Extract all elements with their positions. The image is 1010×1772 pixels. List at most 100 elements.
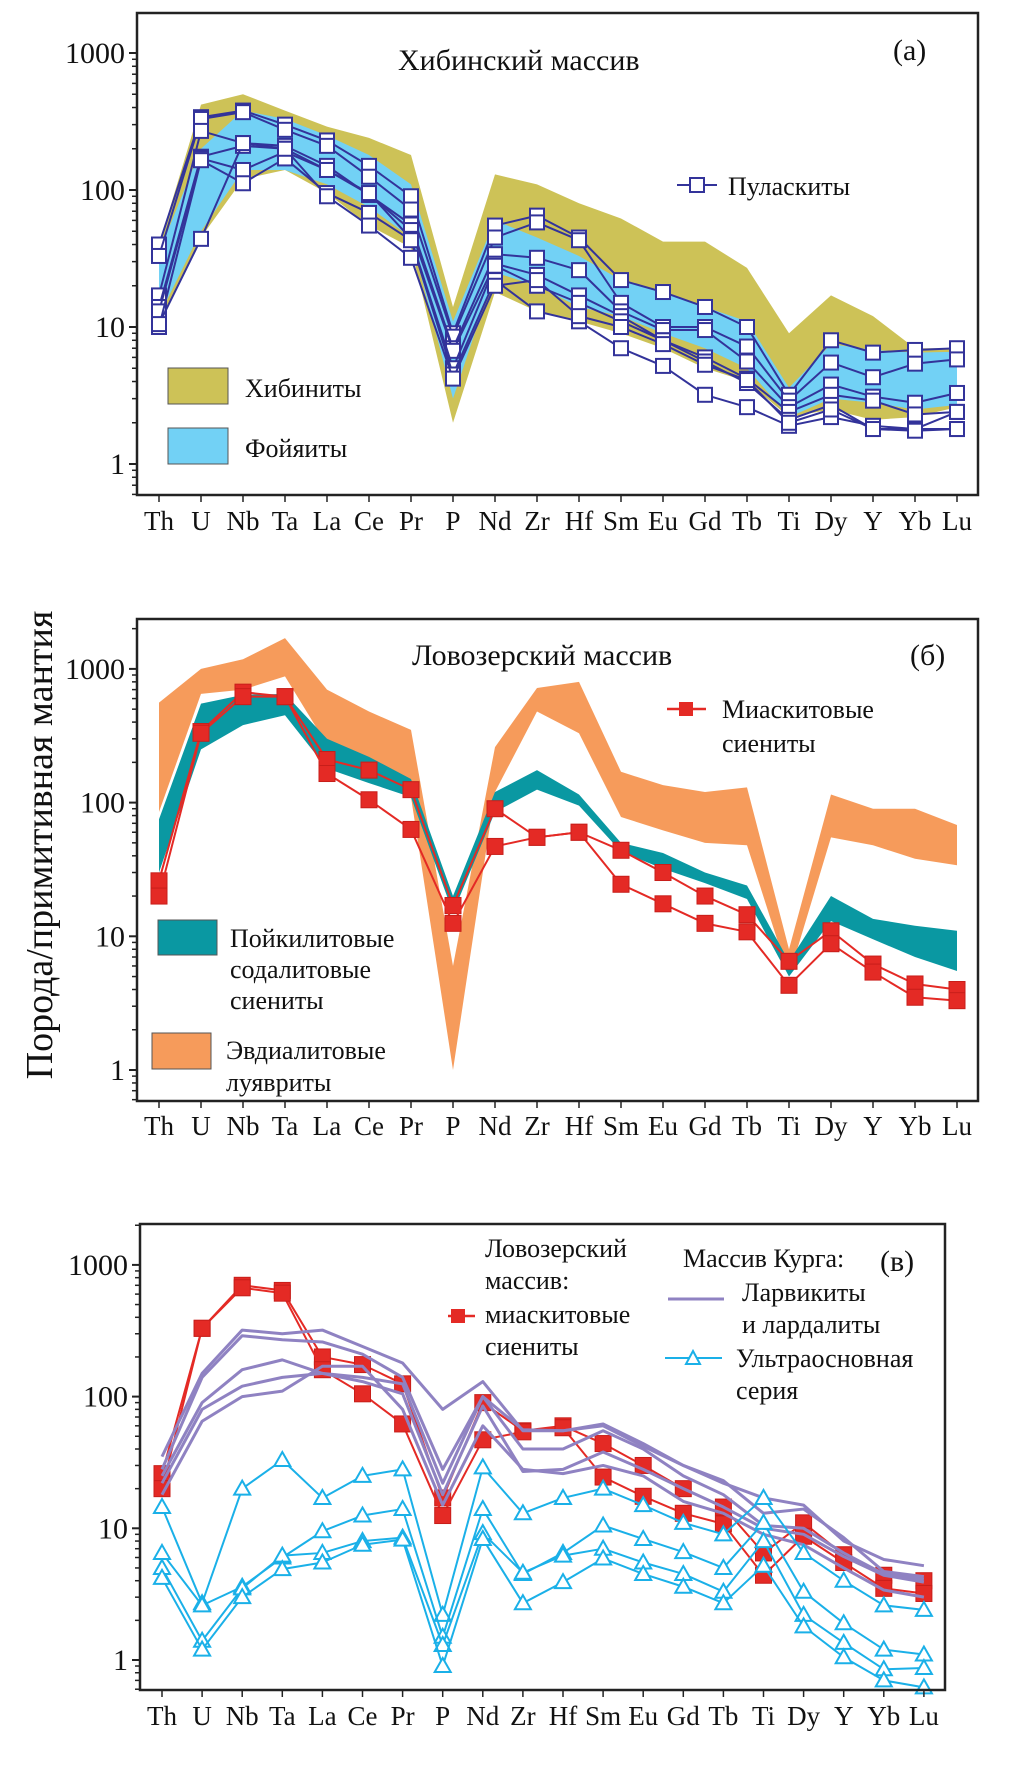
legend-larv-label-1: Ларвикиты — [742, 1278, 866, 1307]
y-tick-label: 1 — [110, 1054, 125, 1087]
x-tick-label: Zr — [524, 1111, 549, 1141]
data-point — [360, 761, 378, 779]
series-line — [160, 1371, 925, 1584]
x-tick-label: Pr — [399, 1111, 423, 1141]
data-point — [823, 401, 839, 418]
data-point — [914, 1599, 934, 1617]
data-point — [152, 1497, 172, 1515]
data-point — [570, 823, 588, 841]
x-tick-label: Lu — [942, 506, 972, 536]
data-point — [753, 1531, 774, 1549]
data-point — [553, 1545, 573, 1563]
data-point — [234, 688, 252, 706]
x-tick-label: Pr — [399, 506, 423, 536]
data-point — [612, 841, 630, 859]
data-point — [445, 370, 461, 387]
data-point — [473, 1528, 493, 1546]
data-point — [487, 277, 503, 294]
data-point — [193, 1319, 211, 1337]
legend-khibinity-label: Хибиниты — [245, 374, 362, 403]
data-point — [907, 355, 923, 372]
data-point — [151, 247, 167, 264]
x-tick-label: Tb — [708, 1701, 738, 1731]
x-tick-label: Tb — [732, 1111, 762, 1141]
x-tick-label: Ti — [752, 1701, 775, 1731]
data-point — [793, 1581, 814, 1599]
legend-evd-label-1: Эвдиалитовые — [226, 1036, 386, 1065]
x-tick-label: Nb — [226, 1701, 259, 1731]
x-tick-label: Yb — [899, 506, 932, 536]
band-1-0 — [159, 638, 957, 1070]
data-point — [915, 1584, 933, 1602]
y-tick-label: 100 — [80, 174, 125, 207]
legend-foyaity: Фойяиты — [167, 427, 347, 465]
data-point — [319, 161, 335, 178]
panel-a-title: Хибинский массив — [398, 44, 640, 77]
x-tick-label: Gd — [667, 1701, 700, 1731]
data-point — [949, 421, 965, 438]
data-point — [793, 1542, 814, 1560]
data-point — [361, 185, 377, 202]
y-axis-label: Порода/примитивная мантия — [19, 611, 61, 1080]
legend-kurga: Массив Курга: Ларвикиты и лардалиты Ульт… — [665, 1244, 913, 1405]
data-point — [673, 1576, 694, 1594]
data-point — [193, 152, 209, 169]
data-point — [529, 214, 545, 231]
data-point — [319, 137, 335, 154]
y-tick-label: 1 — [110, 448, 125, 481]
data-point — [907, 422, 923, 439]
data-point — [152, 1567, 172, 1585]
data-point — [593, 1478, 613, 1496]
data-point — [192, 1595, 212, 1613]
data-point — [273, 1284, 291, 1302]
data-point — [473, 1499, 493, 1517]
x-tick-label: Nd — [466, 1701, 499, 1731]
x-tick-label: Ti — [777, 506, 800, 536]
data-point — [673, 1542, 694, 1560]
data-point — [151, 316, 167, 333]
x-tick-label: Y — [863, 506, 883, 536]
data-point — [781, 414, 797, 431]
data-point — [713, 1524, 734, 1542]
data-point — [392, 1499, 413, 1517]
data-point — [713, 1593, 734, 1611]
series-line — [160, 1334, 925, 1579]
data-point — [352, 1505, 373, 1523]
x-tick-label: Ce — [348, 1701, 378, 1731]
y-tick-label: 1000 — [68, 1249, 128, 1282]
data-point — [318, 765, 336, 783]
x-tick-label: Hf — [565, 1111, 594, 1141]
data-point — [612, 875, 630, 893]
data-point — [833, 1570, 854, 1588]
data-point — [235, 161, 251, 178]
data-point — [529, 249, 545, 266]
x-tick-label: Zr — [524, 506, 549, 536]
data-point — [403, 249, 419, 266]
data-point — [906, 988, 924, 1006]
data-point — [633, 1528, 653, 1546]
data-point — [865, 369, 881, 386]
data-point — [823, 354, 839, 371]
panel-b: 1 10 100 1000 Th U Nb Ta La Ce Pr P Nd Zr Hf Sm Eu Gd Tb Ti… — [65, 617, 980, 1141]
data-point — [434, 1507, 452, 1525]
y-tick-label: 1000 — [65, 653, 125, 686]
data-point — [152, 1542, 172, 1560]
data-point — [571, 232, 587, 249]
data-point — [354, 1385, 371, 1403]
data-point — [352, 1534, 373, 1552]
data-point — [571, 262, 587, 279]
data-point — [633, 1495, 653, 1513]
data-point — [235, 135, 251, 152]
data-point — [553, 1487, 573, 1505]
y-tick-label: 1 — [113, 1644, 128, 1677]
data-point — [529, 272, 545, 289]
x-tick-label: Ta — [269, 1701, 296, 1731]
x-tick-label: Ta — [272, 506, 299, 536]
data-point — [874, 1639, 894, 1657]
x-tick-label: Nb — [227, 1111, 260, 1141]
data-point — [613, 272, 629, 289]
legend-larv-label-2: и лардалиты — [742, 1310, 880, 1339]
data-point — [696, 914, 714, 932]
data-point — [528, 828, 546, 846]
